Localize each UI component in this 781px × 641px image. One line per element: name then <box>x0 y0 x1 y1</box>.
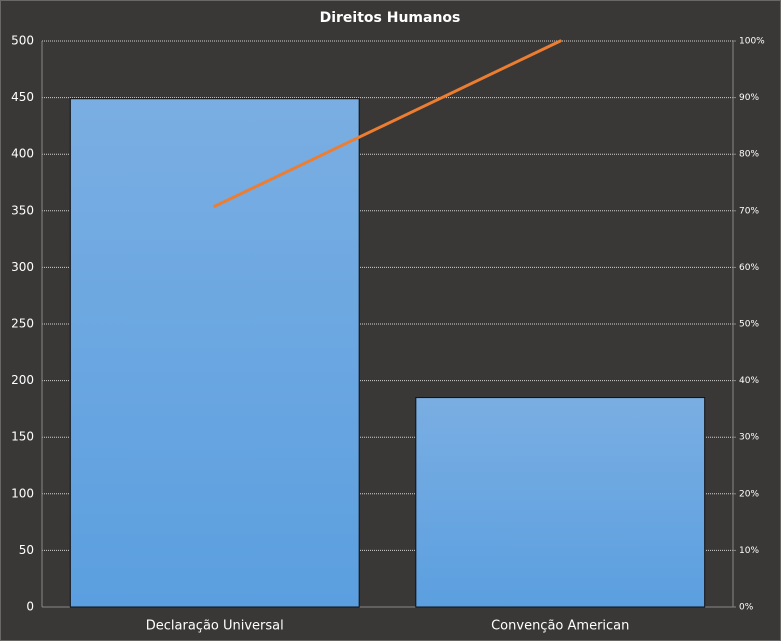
y-tick-label: 300 <box>11 260 34 274</box>
y-tick-label: 50 <box>19 543 34 557</box>
y2-tick-label: 90% <box>739 93 759 103</box>
y2-tick-label: 100% <box>739 37 765 47</box>
y-tick-label: 150 <box>11 430 34 444</box>
bar <box>69 98 360 608</box>
y-tick-label: 450 <box>11 90 34 104</box>
y2-tick-label: 70% <box>739 206 759 216</box>
y-tick-label: 0 <box>26 600 34 614</box>
y-tick-label: 200 <box>11 373 34 387</box>
y2-tick-label: 10% <box>739 546 759 556</box>
x-tick-label: Declaração Universal <box>146 619 284 634</box>
chart-title: Direitos Humanos <box>320 10 461 26</box>
y-tick-label: 250 <box>11 317 34 331</box>
y2-tick-label: 80% <box>739 150 759 160</box>
bar <box>415 397 706 608</box>
y2-tick-label: 20% <box>739 489 759 499</box>
y2-tick-label: 30% <box>739 433 759 443</box>
y2-tick-label: 0% <box>739 603 754 613</box>
x-tick-label: Convenção American <box>491 619 629 634</box>
y-tick-label: 100 <box>11 486 34 500</box>
y-tick-label: 400 <box>11 147 34 161</box>
y-tick-label: 350 <box>11 203 34 217</box>
y2-tick-label: 60% <box>739 263 759 273</box>
y2-tick-label: 40% <box>739 376 759 386</box>
y-tick-label: 500 <box>11 34 34 48</box>
cumulative-line <box>213 39 562 208</box>
y2-tick-label: 50% <box>739 320 759 330</box>
